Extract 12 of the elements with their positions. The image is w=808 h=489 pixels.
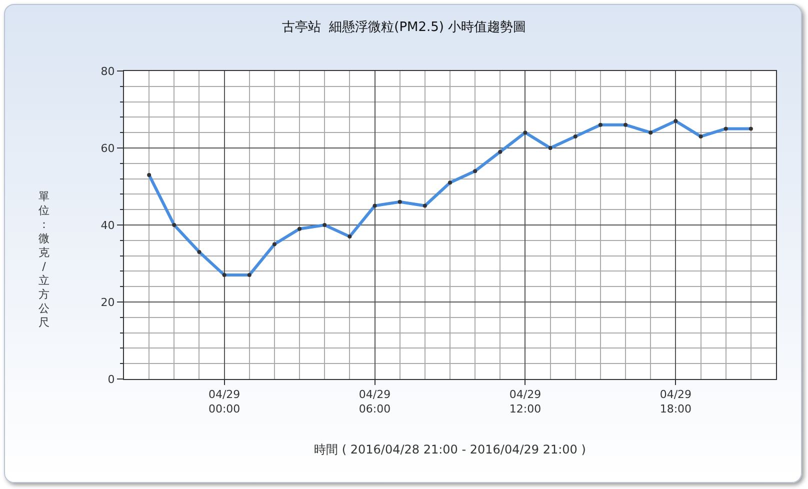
y-tick-label: 60 xyxy=(100,142,115,155)
y-tick-label: 40 xyxy=(100,218,115,232)
y-tick-label: 0 xyxy=(108,372,115,386)
x-axis-title: 時間 ( 2016/04/28 21:00 - 2016/04/29 21:00 ) xyxy=(314,442,586,456)
x-tick-label: 04/29 06:00 xyxy=(358,388,391,416)
x-tick-label: 04/29 00:00 xyxy=(208,388,240,416)
y-tick-label: 20 xyxy=(100,296,115,309)
chart-title: 古亭站 細懸浮微粒(PM2.5) 小時值趨勢圖 xyxy=(282,19,526,36)
x-tick-label: 04/29 18:00 xyxy=(660,388,692,416)
text: 單位：微克/立方公尺 xyxy=(38,190,50,329)
y-tick-label: 80 xyxy=(100,64,115,78)
x-tick-label: 04/29 12:00 xyxy=(509,388,542,416)
